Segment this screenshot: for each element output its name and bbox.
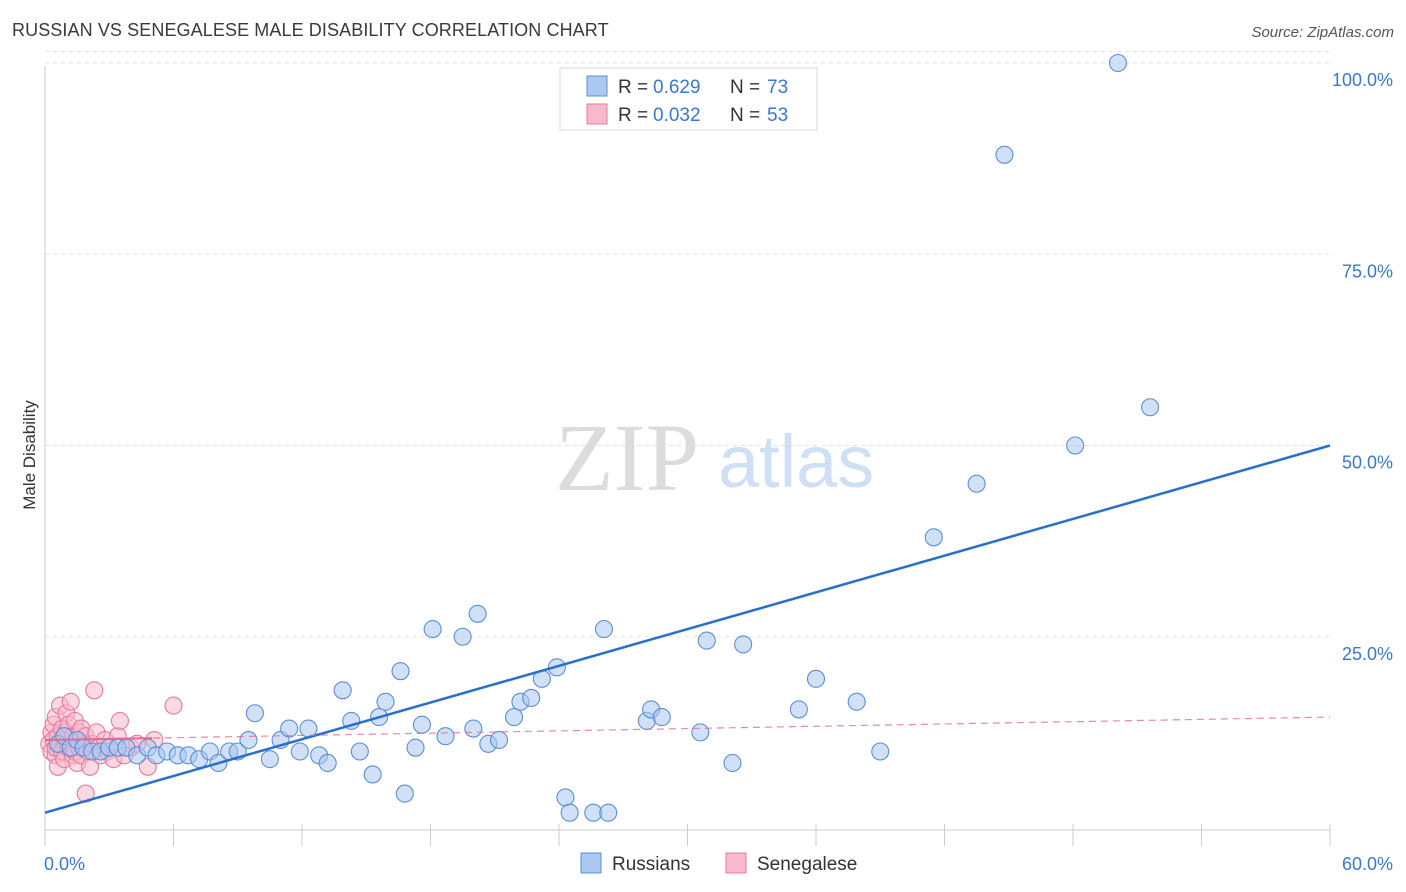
russian-point	[260, 750, 279, 769]
source-credit: Source: ZipAtlas.com	[1251, 24, 1394, 41]
legend-r-label: R =	[618, 105, 648, 126]
trend-line-senegalese-dashed	[44, 716, 1331, 741]
senegalese-point	[164, 696, 183, 715]
russian-point	[333, 681, 352, 700]
russian-point	[395, 784, 414, 803]
legend-r-label: R =	[618, 77, 648, 98]
russian-point	[594, 620, 614, 639]
russian-point	[847, 692, 866, 711]
bottom-legend-label-senegalese: Senegalese	[757, 854, 857, 875]
y-tick-label: 100.0%	[1332, 70, 1393, 90]
russian-point	[504, 708, 524, 727]
russian-point	[363, 765, 382, 784]
watermark-atlas: atlas	[718, 420, 874, 503]
russian-point	[789, 700, 808, 719]
trend-lines	[44, 444, 1331, 814]
russian-point	[376, 692, 395, 711]
russian-point	[522, 688, 541, 708]
russian-point	[1108, 53, 1128, 73]
legend-n-value: 53	[767, 105, 788, 126]
russian-point	[560, 803, 579, 822]
legend-r-value: 0.032	[653, 105, 701, 126]
russian-point	[412, 715, 431, 734]
russian-point	[280, 719, 299, 738]
grid-lines	[45, 51, 1330, 638]
bottom-legend-label-russians: Russians	[612, 854, 690, 875]
russian-point	[318, 753, 337, 773]
bottom-legend-swatch-russians	[580, 852, 602, 874]
y-axis-label: Male Disability	[20, 400, 39, 510]
legend-swatch-senegalese	[586, 103, 608, 125]
watermark-zip: ZIP	[555, 404, 699, 511]
russian-point	[489, 730, 509, 750]
stats-legend: R = 0.629 N = 73 R = 0.032 N = 53	[559, 67, 818, 131]
russian-point	[924, 528, 943, 547]
legend-n-label: N =	[730, 105, 760, 126]
y-tick-labels: 25.0% 50.0% 75.0% 100.0%	[1332, 70, 1393, 664]
y-tick-label: 75.0%	[1342, 261, 1393, 281]
russian-point	[245, 704, 264, 723]
legend-n-value: 73	[767, 77, 788, 98]
y-tick-label: 25.0%	[1342, 644, 1393, 664]
series-legend: Russians Senegalese	[580, 852, 857, 875]
russian-point	[453, 627, 472, 646]
russian-point	[1066, 436, 1085, 455]
y-tick-label: 50.0%	[1342, 453, 1393, 473]
russian-point	[464, 719, 483, 738]
legend-n-label: N =	[730, 77, 760, 98]
russian-point	[806, 669, 826, 688]
russian-point	[691, 723, 710, 742]
russian-point	[391, 662, 410, 681]
russian-point	[723, 753, 742, 773]
chart-title: RUSSIAN VS SENEGALESE MALE DISABILITY CO…	[12, 20, 609, 40]
russian-point	[556, 788, 575, 807]
russian-point	[423, 620, 442, 639]
russian-point	[290, 742, 309, 761]
x-tick-labels: 0.0% 60.0%	[44, 854, 1393, 874]
trend-line-senegalese-solid	[44, 737, 153, 742]
senegalese-point	[110, 711, 130, 730]
russian-point	[239, 730, 258, 750]
senegalese-point	[85, 681, 104, 700]
russian-point	[599, 803, 618, 822]
legend-r-value: 0.629	[653, 77, 701, 98]
russian-point	[652, 708, 671, 727]
axes	[44, 66, 1331, 846]
russian-point	[697, 631, 716, 650]
russian-point	[871, 742, 890, 761]
russian-point	[406, 738, 425, 757]
russian-point	[995, 145, 1014, 164]
russian-point	[350, 742, 369, 761]
russian-point	[436, 727, 455, 746]
russian-point	[734, 635, 753, 654]
russian-point	[1141, 398, 1160, 417]
zipatlas-watermark: ZIP atlas	[555, 404, 874, 511]
legend-swatch-russians	[586, 75, 608, 97]
russian-point	[967, 474, 986, 493]
russian-point	[468, 604, 487, 623]
senegalese-point	[61, 692, 80, 711]
x-tick-label-min: 0.0%	[44, 854, 85, 874]
x-tick-label-max: 60.0%	[1342, 854, 1393, 874]
bottom-legend-swatch-senegalese	[725, 852, 747, 874]
trend-line-russians	[44, 444, 1331, 814]
